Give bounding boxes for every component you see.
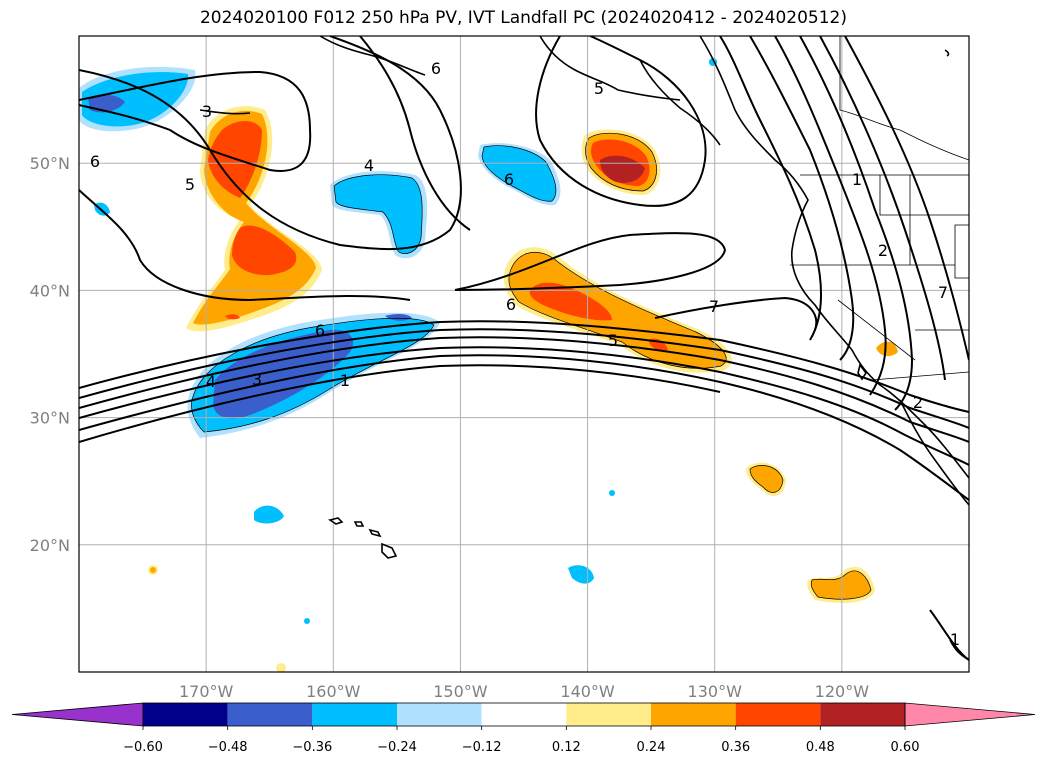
map-title: 2024020100 F012 250 hPa PV, IVT Landfall… [199, 8, 847, 28]
colorbar-tick-label: −0.24 [377, 740, 417, 755]
contour-label-3-west: 3 [202, 102, 212, 121]
colorbar-tick-label: 0.36 [721, 740, 750, 755]
axis-labels: 170°W 160°W 150°W 140°W 130°W 120°W 50°N 40°N 30… [30, 154, 870, 701]
contour-label-1-coast: 1 [852, 170, 862, 189]
contour-label-4-north: 4 [364, 156, 374, 175]
colorbar-segment [651, 703, 736, 726]
colorbar-tick-label: −0.12 [462, 740, 502, 755]
shading-outlines [191, 132, 872, 600]
contour-label-1-jet: 1 [340, 371, 350, 390]
lon-tick-label: 120°W [815, 682, 870, 701]
colorbar-segment [820, 703, 905, 726]
lat-tick-label: 40°N [30, 281, 70, 300]
lon-tick-label: 130°W [688, 682, 743, 701]
contour-label-2-coast: 2 [878, 241, 888, 260]
colorbar-tick-label: −0.60 [123, 740, 163, 755]
colorbar-tick-label: −0.48 [208, 740, 248, 755]
colorbar-segment [481, 703, 567, 726]
contour-label-5-west: 5 [185, 175, 195, 194]
lon-tick-label: 140°W [560, 682, 615, 701]
contour-label-6-mid: 6 [506, 295, 516, 314]
contour-label-2-south: 2 [913, 393, 923, 412]
colorbar-segment [397, 703, 482, 726]
contour-label-5-mid: 5 [608, 331, 618, 350]
contour-label-5-north: 5 [594, 79, 604, 98]
colorbar: −0.60 −0.48 −0.36 −0.24 −0.12 0.12 0.24 0.36 0.4… [11, 702, 1036, 755]
contour-label-3-left: 3 [252, 370, 262, 389]
pv-shading [79, 58, 898, 672]
colorbar-tick-label: 0.60 [891, 740, 920, 755]
lat-tick-label: 50°N [30, 154, 70, 173]
colorbar-extend-high [904, 702, 1036, 727]
colorbar-segment [143, 703, 228, 726]
lon-tick-label: 160°W [306, 682, 361, 701]
colorbar-segment [312, 703, 397, 726]
contour-label-7-east: 7 [709, 297, 719, 316]
contour-label-6-west: 6 [90, 152, 100, 171]
lat-tick-label: 20°N [30, 536, 70, 555]
contour-label-6-center: 6 [504, 170, 514, 189]
map-frame [78, 35, 970, 673]
map-panel: 4 3 1 6 6 5 7 4 5 3 6 6 6 5 1 2 7 2 1 [79, 36, 969, 672]
contour-label-6-jet: 6 [315, 321, 325, 340]
contour-label-1-south: 1 [950, 630, 960, 649]
colorbar-tick-label: 0.12 [552, 740, 581, 755]
lat-tick-label: 30°N [30, 409, 70, 428]
contour-label-6-north: 6 [431, 59, 441, 78]
colorbar-segment [227, 703, 313, 726]
colorbar-tick-label: 0.24 [637, 740, 666, 755]
colorbar-extend-low [11, 702, 144, 727]
gridlines [79, 36, 969, 672]
colorbar-segment [735, 703, 821, 726]
lon-tick-label: 170°W [179, 682, 234, 701]
colorbar-tick-label: 0.48 [806, 740, 835, 755]
colorbar-segment [566, 703, 651, 726]
colorbar-tick-label: −0.36 [292, 740, 332, 755]
contour-label-4-left: 4 [206, 372, 216, 391]
contour-label-7-coast: 7 [938, 283, 948, 302]
contour-labels: 4 3 1 6 6 5 7 4 5 3 6 6 6 5 1 2 7 2 1 [90, 59, 960, 649]
ivt-contours [79, 36, 969, 661]
colorbar-frame [142, 702, 906, 727]
lon-tick-label: 150°W [433, 682, 488, 701]
